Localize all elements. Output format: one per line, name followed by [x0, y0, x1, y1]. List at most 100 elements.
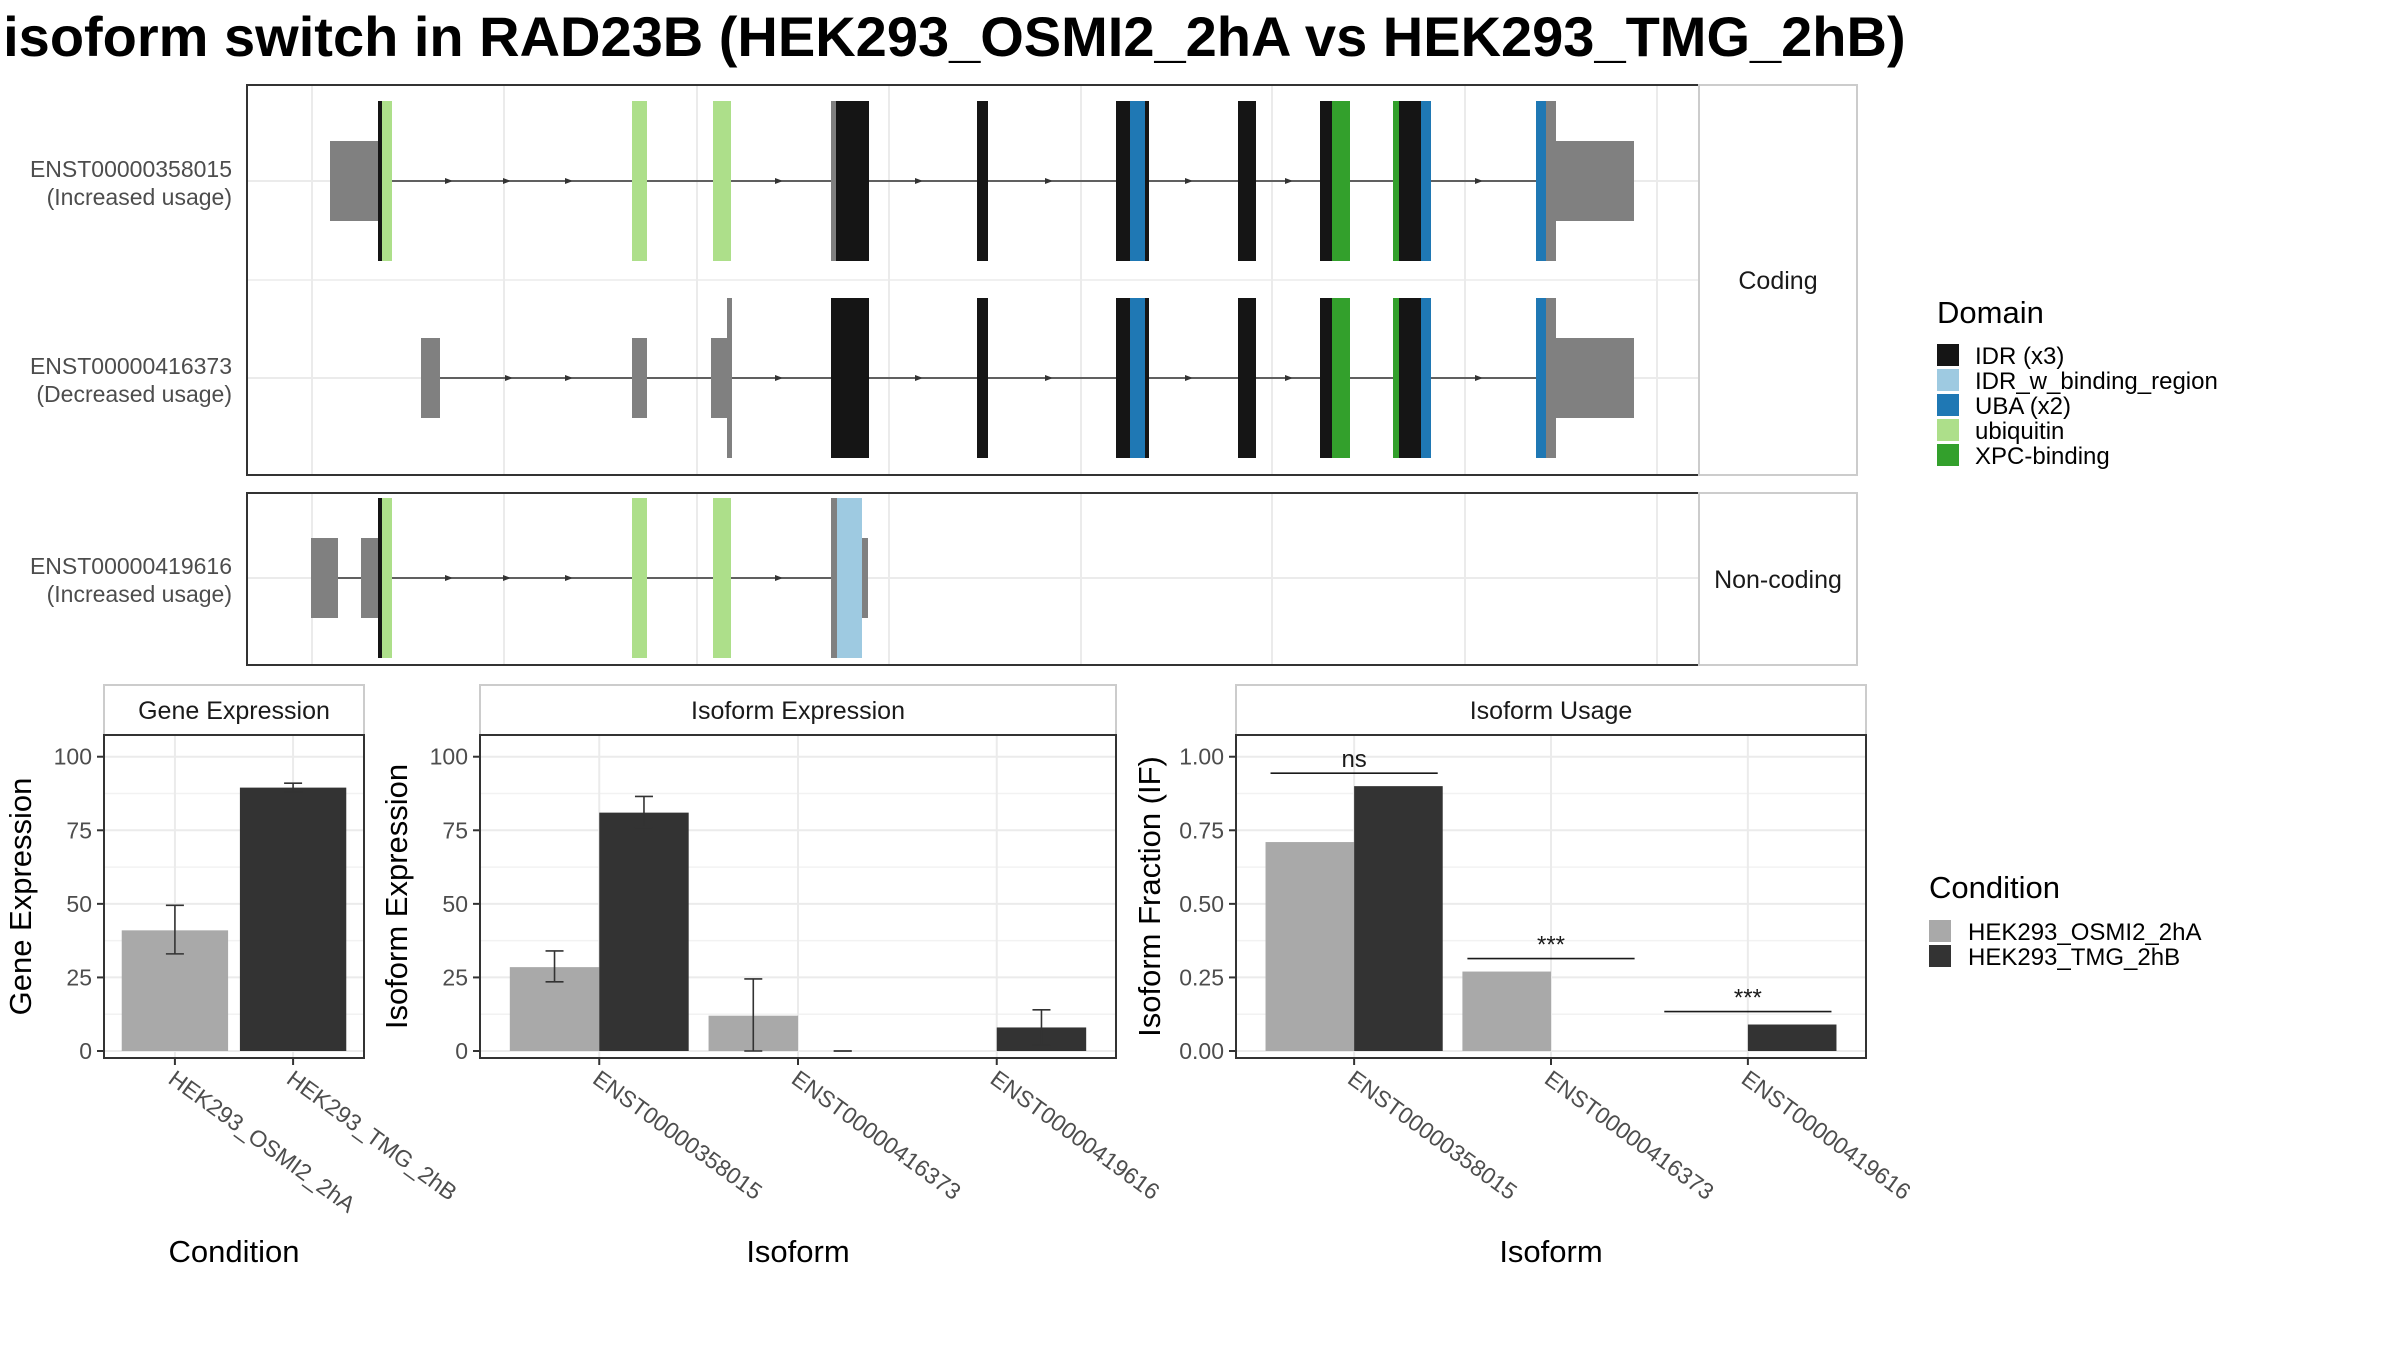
- bar: [1265, 842, 1355, 1051]
- isoform-usage-chart: Isoform Usage 0.00 0.25 0.50 0.75 1.00 ENST000…: [1132, 684, 1916, 1269]
- y-tick-label: 75: [442, 817, 468, 843]
- chart-title: Gene Expression: [138, 697, 330, 725]
- exon-segment: [711, 338, 727, 418]
- y-tick-label: 25: [66, 964, 92, 990]
- transcript-usage-label: (Increased usage): [47, 581, 232, 607]
- exon-segment: [977, 298, 988, 458]
- exon-segment: [1536, 101, 1546, 261]
- exon-segment: [382, 101, 392, 261]
- intron-arrow: [565, 575, 573, 581]
- transcript-id-label: ENST00000358015: [30, 156, 232, 182]
- condition-legend-title: Condition: [1929, 870, 2060, 905]
- intron-arrow: [445, 575, 453, 581]
- y-tick-label: 0.75: [1179, 817, 1224, 843]
- exon-segment: [1320, 298, 1332, 458]
- y-tick-label: 50: [442, 891, 468, 917]
- bar: [1354, 786, 1443, 1051]
- intron-arrow: [1285, 375, 1293, 381]
- intron-arrow: [565, 178, 573, 184]
- y-tick-label: 1.00: [1179, 744, 1224, 770]
- exon-segment: [1332, 101, 1350, 261]
- intron-arrow: [445, 178, 453, 184]
- transcript-usage-label: (Decreased usage): [36, 381, 232, 407]
- structure-panel-2: ENST00000419616(Increased usage) Non-codi…: [30, 492, 1858, 666]
- exon-segment: [1556, 338, 1634, 418]
- transcript-usage-label: (Increased usage): [47, 184, 232, 210]
- exon-segment: [1116, 101, 1130, 261]
- x-tick-label: ENST00000358015: [1343, 1065, 1522, 1205]
- intron-arrow: [505, 375, 513, 381]
- intron-arrow: [915, 178, 923, 184]
- exon-segment: [713, 101, 731, 261]
- exon-segment: [1421, 101, 1431, 261]
- exon-segment: [1546, 298, 1556, 458]
- significance-label: ***: [1537, 932, 1565, 959]
- significance-label: ns: [1341, 746, 1366, 773]
- isoform-expression-chart: Isoform Expression 0 25 50 75 100 ENST00000358…: [379, 684, 1165, 1269]
- legend-label: HEK293_TMG_2hB: [1968, 944, 2180, 971]
- exon-segment: [361, 538, 378, 618]
- exon-segment: [831, 101, 836, 261]
- y-axis-title: Isoform Expression: [379, 764, 414, 1029]
- legend-swatch: [1929, 945, 1951, 967]
- main-title: The isoform switch in RAD23B (HEK293_OSM…: [0, 5, 1906, 68]
- exon-segment: [1421, 298, 1431, 458]
- x-tick-label: ENST00000416373: [787, 1065, 966, 1205]
- exon-segment: [1130, 101, 1145, 261]
- y-tick-label: 0: [79, 1038, 92, 1064]
- transcript-id-label: ENST00000419616: [30, 553, 232, 579]
- y-tick-label: 0.00: [1179, 1038, 1224, 1064]
- y-tick-label: 0: [455, 1038, 468, 1064]
- significance-label: ***: [1734, 985, 1762, 1012]
- domain-legend-title: Domain: [1937, 295, 2044, 330]
- exon-segment: [1145, 298, 1149, 458]
- exon-segment: [1130, 298, 1145, 458]
- intron-arrow: [1185, 178, 1193, 184]
- exon-segment: [836, 101, 869, 261]
- bar: [599, 812, 689, 1051]
- y-axis-title: Gene Expression: [3, 778, 38, 1016]
- legend-swatch: [1937, 344, 1959, 366]
- structure-panel-1: ENST00000358015(Increased usage)ENST0000…: [30, 84, 1858, 476]
- exon-segment: [632, 101, 647, 261]
- x-tick-label: HEK293_OSMI2_2hA: [164, 1065, 361, 1218]
- exon-segment: [727, 298, 732, 458]
- x-tick-label: ENST00000358015: [588, 1065, 767, 1205]
- legend-swatch: [1937, 419, 1959, 441]
- x-tick-label: ENST00000419616: [986, 1065, 1165, 1205]
- exon-segment: [831, 298, 869, 458]
- facet-strip: [1235, 684, 1867, 736]
- chart-title: Isoform Expression: [691, 697, 905, 725]
- y-tick-label: 75: [66, 817, 92, 843]
- intron-arrow: [1045, 375, 1053, 381]
- intron-arrow: [503, 178, 511, 184]
- transcript-ENST00000419616: ENST00000419616(Increased usage): [30, 498, 868, 658]
- y-tick-label: 0.50: [1179, 891, 1224, 917]
- exon-segment: [1393, 101, 1399, 261]
- exon-segment: [378, 498, 382, 658]
- intron-arrow: [1475, 375, 1483, 381]
- legend-label: HEK293_OSMI2_2hA: [1968, 919, 2201, 946]
- bar: [1462, 971, 1551, 1051]
- exon-segment: [330, 141, 378, 221]
- exon-segment: [1556, 141, 1634, 221]
- x-tick-label: ENST00000416373: [1540, 1065, 1719, 1205]
- intron-arrow: [775, 178, 783, 184]
- bar: [1747, 1024, 1837, 1051]
- exon-segment: [382, 498, 392, 658]
- transcript-structure-plot: ENST00000358015(Increased usage)ENST0000…: [30, 84, 1858, 666]
- facet-strip: [1698, 84, 1858, 476]
- legend-swatch: [1929, 920, 1951, 942]
- exon-segment: [1116, 298, 1130, 458]
- x-axis-title: Condition: [169, 1234, 300, 1269]
- y-axis-title: Isoform Fraction (IF): [1132, 756, 1167, 1037]
- intron-arrow: [503, 575, 511, 581]
- exon-segment: [1546, 101, 1556, 261]
- y-tick-label: 25: [442, 964, 468, 990]
- exon-segment: [311, 538, 338, 618]
- exon-segment: [713, 498, 731, 658]
- legend-label: UBA (x2): [1975, 393, 2071, 420]
